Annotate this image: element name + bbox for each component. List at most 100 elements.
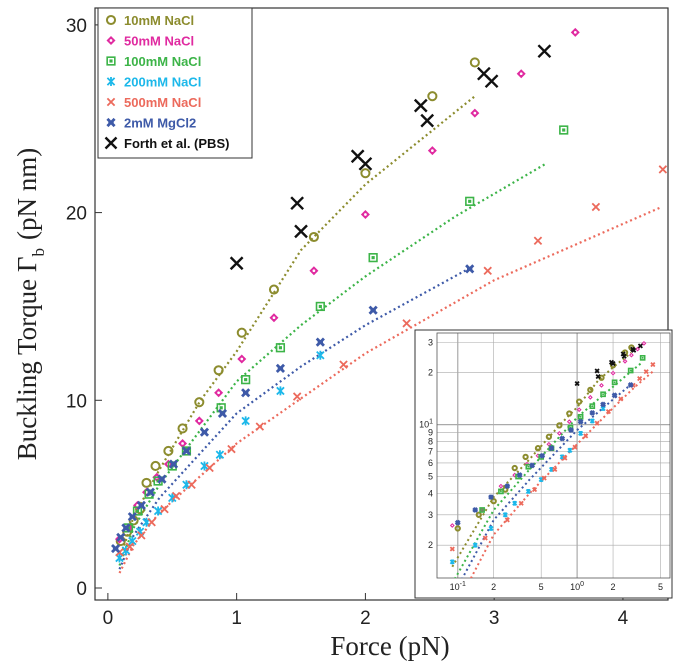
marker-shape (240, 357, 244, 361)
data-point (574, 381, 580, 387)
legend-box (97, 7, 253, 159)
data-point (483, 266, 492, 276)
data-point (522, 453, 529, 461)
data-point (594, 368, 600, 374)
data-point (627, 367, 634, 374)
marker-shape (219, 406, 223, 410)
data-point (484, 74, 499, 89)
marker-shape (177, 423, 188, 434)
marker-shape (187, 480, 196, 489)
data-point (177, 423, 188, 434)
data-point (157, 474, 167, 484)
tick-text: 2 (611, 582, 616, 592)
data-point (621, 353, 627, 359)
marker-shape (589, 403, 596, 409)
marker-shape (518, 500, 524, 506)
data-point (482, 535, 488, 541)
data-point (213, 365, 224, 376)
inset-tick-label: 6 (428, 458, 433, 468)
marker-shape (594, 420, 600, 426)
marker-shape (643, 369, 649, 375)
marker-shape (602, 393, 604, 396)
marker-shape (559, 435, 566, 442)
marker-shape (600, 384, 603, 387)
marker-shape (278, 346, 282, 350)
marker-shape (420, 113, 435, 128)
marker-shape (244, 378, 248, 382)
marker-shape (427, 91, 438, 102)
marker-shape (525, 488, 531, 494)
marker-shape (578, 409, 580, 411)
tick-text: 2 (428, 368, 433, 378)
marker-shape (468, 199, 472, 203)
data-point (545, 433, 553, 440)
marker-shape (275, 343, 286, 353)
data-point (534, 445, 542, 452)
marker-shape (316, 350, 325, 360)
data-point (479, 507, 485, 513)
marker-shape (600, 405, 606, 412)
legend-marker (105, 14, 117, 26)
inset-tick-label: 2 (611, 582, 616, 592)
data-point (465, 196, 475, 206)
data-point (472, 507, 479, 513)
data-point (309, 266, 319, 276)
inset-tick-label: 5 (428, 472, 433, 482)
marker-shape (612, 372, 614, 374)
marker-shape (472, 542, 478, 548)
marker-shape (650, 362, 656, 368)
marker-shape (567, 447, 573, 453)
marker-shape (636, 348, 639, 350)
data-point (368, 305, 378, 315)
marker-shape (163, 445, 174, 457)
marker-shape (475, 511, 482, 518)
marker-shape (504, 517, 510, 523)
marker-shape (197, 419, 201, 423)
marker-shape (109, 39, 113, 42)
data-point (127, 512, 137, 522)
tick-text: 10 (570, 582, 580, 592)
marker-shape (268, 284, 280, 295)
tick-exponent: 1 (429, 419, 433, 426)
marker-shape (121, 523, 131, 533)
inset-plot (449, 340, 656, 578)
data-point (454, 525, 461, 532)
data-point (639, 355, 646, 361)
data-point (315, 301, 325, 312)
marker-shape (568, 420, 571, 423)
data-point (229, 256, 244, 271)
data-point (627, 381, 634, 388)
data-point (454, 519, 461, 526)
marker-shape (529, 462, 536, 469)
data-point (504, 517, 510, 523)
data-point (150, 460, 161, 472)
data-point (600, 391, 606, 398)
data-point (178, 438, 188, 448)
data-point (413, 98, 428, 113)
marker-shape (613, 381, 616, 384)
inset-tick-label: 9 (428, 428, 433, 438)
data-point (205, 463, 214, 473)
data-point (512, 500, 518, 506)
marker-shape (545, 433, 553, 440)
data-point (427, 91, 438, 102)
tick-text: 5 (428, 472, 433, 482)
data-point (241, 388, 251, 398)
data-point (294, 224, 308, 239)
marker-shape (627, 381, 634, 388)
data-point (587, 386, 594, 394)
marker-shape (498, 488, 504, 495)
x-tick-label: 4 (618, 608, 629, 629)
marker-shape (589, 396, 592, 399)
marker-shape (454, 525, 461, 532)
marker-shape (583, 433, 589, 439)
fit-line (461, 384, 632, 578)
data-point (121, 523, 131, 533)
inset-tick-label: 3 (428, 337, 433, 347)
legend-marker (106, 77, 116, 86)
marker-shape (156, 479, 160, 483)
data-point (548, 445, 555, 452)
data-point (194, 397, 205, 408)
marker-shape (629, 369, 632, 372)
marker-shape (639, 355, 646, 361)
